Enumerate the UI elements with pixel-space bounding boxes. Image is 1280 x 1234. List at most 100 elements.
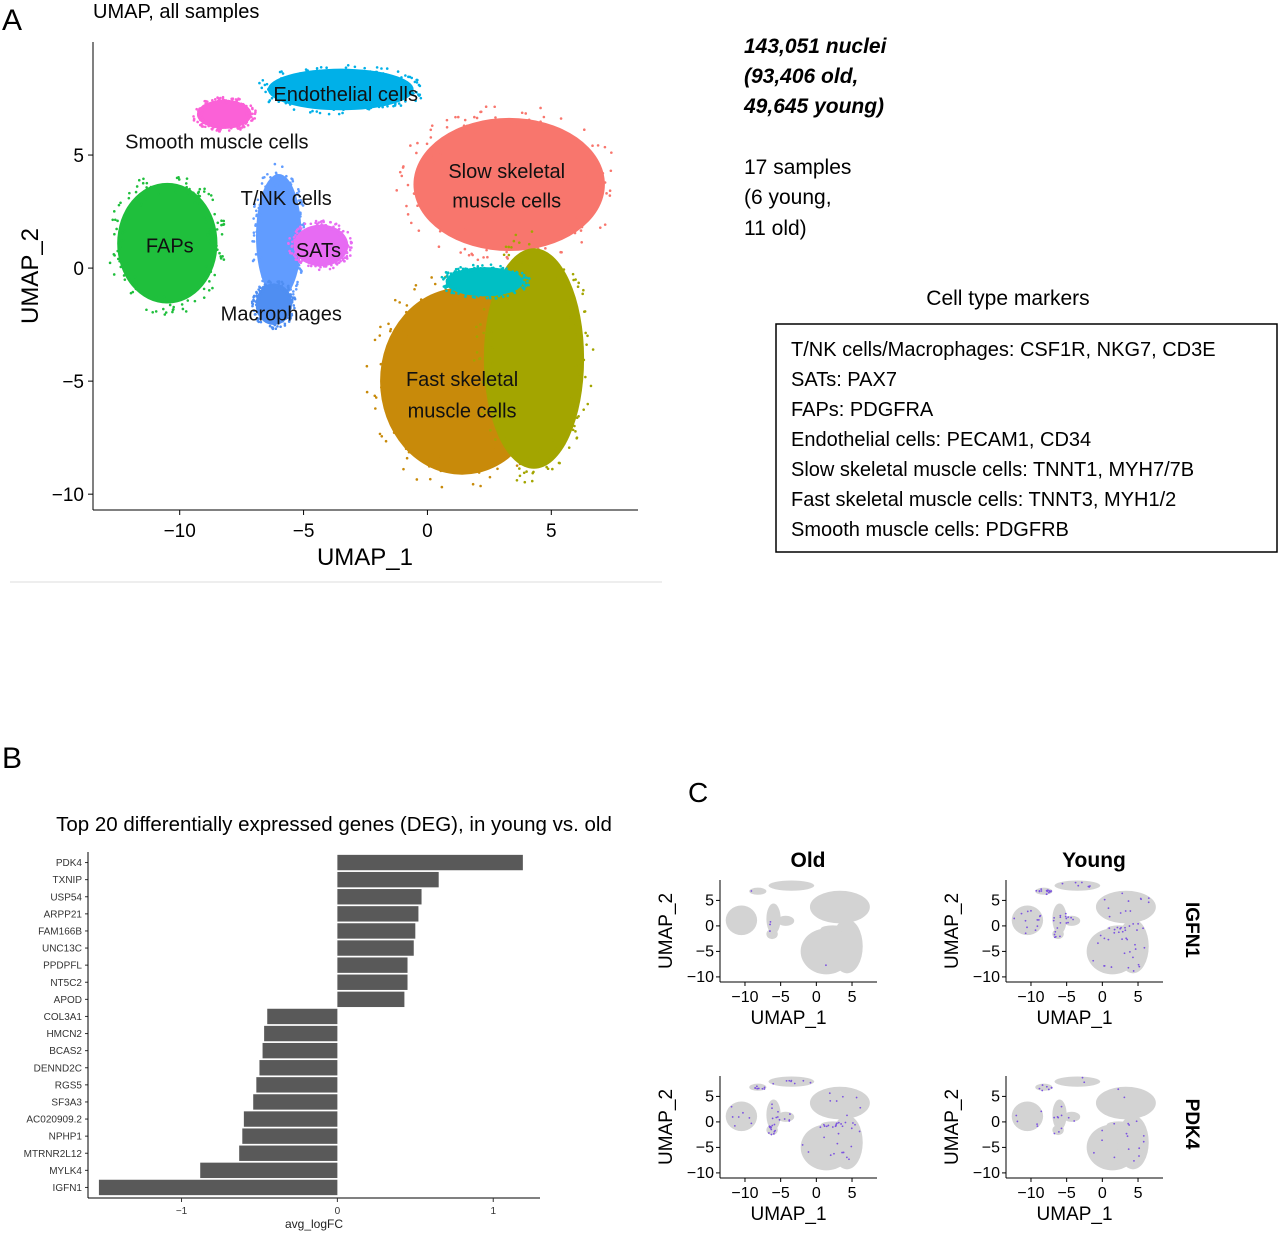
feature-xlabel: UMAP_1 [1036, 1204, 1112, 1225]
umap-point [219, 257, 223, 260]
umap-point [384, 73, 388, 76]
umap-point [286, 188, 289, 192]
umap-point [405, 335, 409, 338]
feature-expr-point [1040, 890, 1043, 892]
umap-point [476, 265, 480, 268]
umap-point [146, 294, 149, 297]
umap-point [507, 245, 511, 249]
feature-expr-point [778, 1118, 781, 1121]
umap-point [255, 294, 259, 297]
umap-point [590, 207, 594, 210]
umap-point [366, 72, 370, 76]
umap-point [377, 105, 381, 109]
umap-point [112, 252, 116, 256]
umap-point [500, 293, 503, 296]
umap-point [410, 92, 413, 96]
umap-point [427, 465, 431, 468]
deg-gene-label: NPHP1 [49, 1132, 83, 1143]
umap-point [259, 320, 263, 324]
umap-point [332, 266, 335, 270]
umap-point [450, 291, 454, 295]
umap-point [318, 69, 322, 73]
umap-point [275, 183, 279, 187]
umap-point [532, 264, 536, 268]
umap-point [154, 310, 158, 313]
markers-box [775, 323, 1278, 553]
umap-point [432, 162, 435, 166]
umap-point [574, 278, 577, 281]
umap-point [439, 469, 443, 473]
deg-x-tick-label: 0 [335, 1206, 341, 1217]
feature-expr-point [1080, 881, 1083, 884]
umap-point [274, 320, 278, 324]
umap-point [277, 100, 281, 104]
umap-point [218, 251, 221, 255]
umap-point [522, 280, 525, 284]
umap-point [185, 185, 188, 189]
umap-point [575, 216, 579, 219]
umap-point [506, 240, 510, 244]
umap-point [149, 185, 153, 189]
deg-gene-label: PDK4 [56, 858, 83, 869]
umap-point [452, 131, 456, 134]
umap-point [137, 178, 141, 182]
umap-point [378, 432, 382, 436]
umap-point [412, 192, 416, 195]
marker-line: Smooth muscle cells: PDGFRB [791, 519, 1069, 541]
umap-point [467, 462, 471, 466]
feature-cell-region [1054, 1076, 1101, 1087]
umap-point [567, 446, 571, 449]
umap-point [365, 364, 369, 368]
umap-point [202, 287, 206, 291]
feature-expr-point [1107, 907, 1110, 910]
deg-bar [337, 974, 408, 990]
umap-point [290, 312, 294, 316]
umap-point [297, 227, 300, 231]
umap-point [409, 221, 413, 225]
umap-point [308, 258, 311, 262]
umap-point [535, 450, 539, 453]
umap-point [245, 111, 248, 115]
umap-point [591, 144, 594, 148]
umap-point [501, 266, 505, 270]
umap-point [312, 103, 316, 107]
umap-point [271, 92, 275, 95]
umap-point [418, 197, 422, 201]
umap-point [381, 105, 384, 109]
umap-point [409, 144, 412, 147]
umap-point [429, 218, 432, 222]
umap-point [520, 271, 524, 275]
umap-point [485, 411, 489, 414]
umap-point [473, 130, 477, 134]
umap-point [538, 234, 542, 237]
feature-expr-point [748, 1117, 751, 1119]
umap-point [299, 211, 302, 214]
umap-point [395, 363, 398, 367]
feature-y-tick-label: −5 [982, 943, 1000, 960]
umap-point [193, 201, 197, 205]
umap-point [341, 233, 344, 237]
feature-expr-point [1037, 919, 1040, 921]
umap-point [276, 179, 280, 182]
feature-y-tick-label: 0 [705, 918, 714, 935]
umap-point [314, 262, 318, 266]
umap-point [251, 302, 255, 306]
umap-point [451, 233, 455, 237]
umap-point [365, 390, 369, 394]
umap-point [576, 285, 580, 289]
feature-xlabel: UMAP_1 [750, 1008, 826, 1029]
umap-point [491, 361, 494, 365]
umap-point [207, 288, 211, 292]
umap-point [567, 222, 571, 226]
umap-point [256, 198, 260, 202]
umap-point [307, 264, 310, 268]
umap-point [423, 312, 427, 316]
umap-point [505, 267, 508, 270]
umap-point [475, 351, 479, 354]
umap-point [231, 97, 235, 101]
umap-point [270, 96, 274, 100]
umap-point [291, 179, 295, 183]
umap-point [332, 108, 336, 112]
umap-point [314, 219, 318, 223]
umap-point [522, 471, 526, 475]
